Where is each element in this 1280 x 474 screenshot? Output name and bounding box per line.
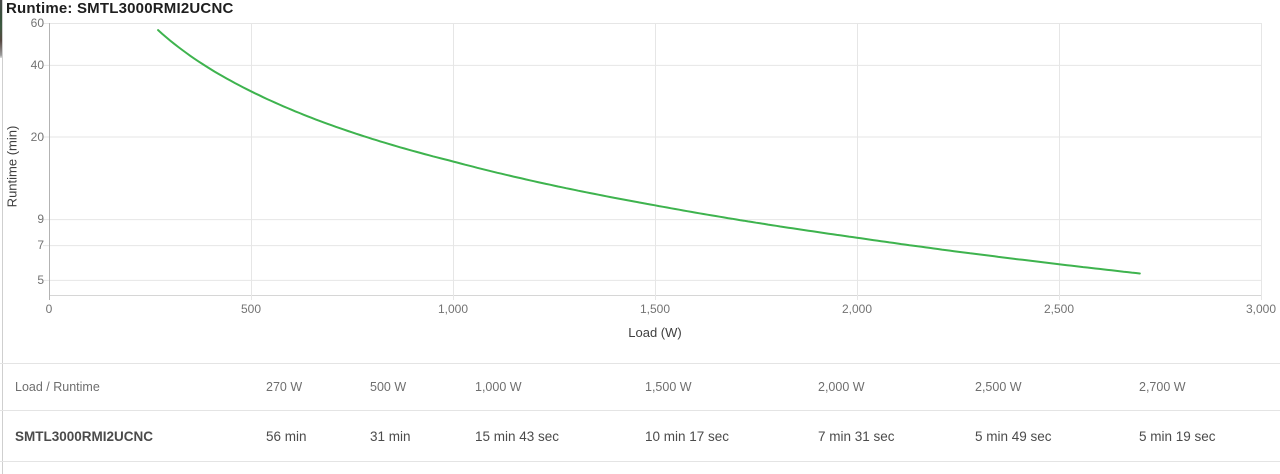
table-header-500-W: 500 W bbox=[356, 363, 461, 411]
runtime-value-cell: 10 min 17 sec bbox=[631, 410, 804, 462]
model-name-cell: SMTL3000RMI2UCNC bbox=[0, 410, 252, 462]
runtime-curve bbox=[157, 29, 1141, 275]
y-tick-label-7: 7 bbox=[37, 238, 44, 253]
table-header-row: Load / Runtime 270 W 500 W 1,000 W 1,500 W 2,… bbox=[0, 363, 1280, 411]
runtime-value-cell: 5 min 19 sec bbox=[1125, 410, 1280, 462]
runtime-value-cell: 5 min 49 sec bbox=[961, 410, 1125, 462]
page-left-border bbox=[2, 0, 3, 474]
table-header-1-000-W: 1,000 W bbox=[461, 363, 631, 411]
y-axis-title: Runtime (min) bbox=[4, 125, 20, 208]
runtime-value-cell: 31 min bbox=[356, 410, 461, 462]
runtime-value-cell: 56 min bbox=[252, 410, 356, 462]
table-header-2-700-W: 2,700 W bbox=[1125, 363, 1280, 411]
x-tick-label-1,000: 1,000 bbox=[437, 302, 469, 316]
table-header-2-500-W: 2,500 W bbox=[961, 363, 1125, 411]
x-tick-label-1,500: 1,500 bbox=[639, 302, 671, 316]
y-tick-label-9: 9 bbox=[37, 212, 44, 227]
x-tick-label-2,500: 2,500 bbox=[1043, 302, 1075, 316]
x-axis-title: Load (W) bbox=[628, 325, 682, 340]
y-tick-label-20: 20 bbox=[30, 129, 44, 144]
load-runtime-table: Load / Runtime 270 W 500 W 1,000 W 1,500 W 2,… bbox=[0, 363, 1280, 462]
x-tick-label-3,000: 3,000 bbox=[1245, 302, 1277, 316]
cropped-left-edge-strip bbox=[0, 0, 3, 58]
table-header-2-000-W: 2,000 W bbox=[804, 363, 961, 411]
x-tick-label-0: 0 bbox=[45, 302, 53, 316]
table-header-270-W: 270 W bbox=[252, 363, 356, 411]
y-tick-label-60: 60 bbox=[30, 16, 44, 30]
plot-area bbox=[43, 23, 1262, 300]
runtime-value-cell: 15 min 43 sec bbox=[461, 410, 631, 462]
table-row: SMTL3000RMI2UCNC 56 min 31 min 15 min 43 se… bbox=[0, 410, 1280, 462]
runtime-curve-plot bbox=[43, 23, 1262, 300]
y-tick-label-40: 40 bbox=[30, 57, 44, 72]
x-tick-label-500: 500 bbox=[240, 302, 262, 316]
table-header-load-runtime: Load / Runtime bbox=[0, 363, 252, 411]
chart-title: Runtime: SMTL3000RMI2UCNC bbox=[6, 0, 234, 17]
y-tick-label-5: 5 bbox=[37, 272, 44, 287]
table-header-1-500-W: 1,500 W bbox=[631, 363, 804, 411]
x-tick-label-2,000: 2,000 bbox=[841, 302, 873, 316]
runtime-value-cell: 7 min 31 sec bbox=[804, 410, 961, 462]
